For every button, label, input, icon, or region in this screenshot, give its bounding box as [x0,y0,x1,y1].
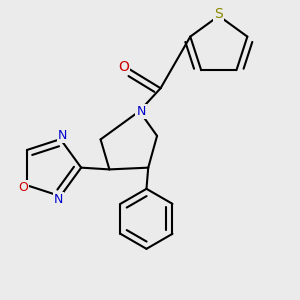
Text: O: O [18,181,28,194]
Text: O: O [118,60,129,74]
Text: N: N [136,105,146,118]
Text: N: N [54,193,63,206]
Text: S: S [214,7,223,21]
Text: N: N [58,129,67,142]
